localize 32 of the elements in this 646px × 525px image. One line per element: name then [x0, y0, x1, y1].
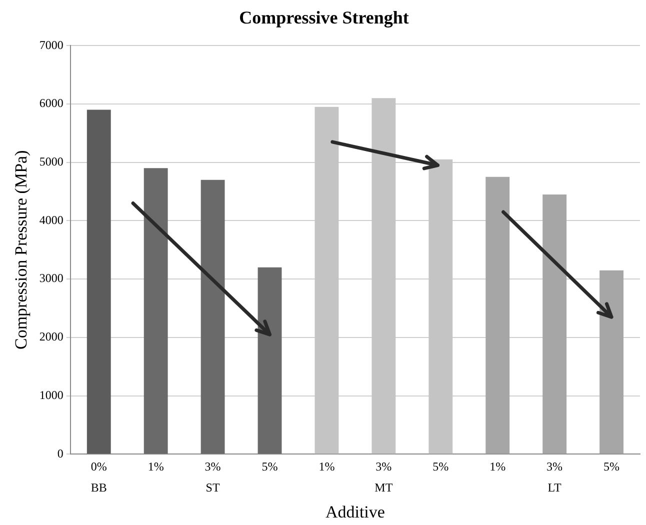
bar — [258, 267, 282, 454]
y-tick-label: 0 — [57, 446, 64, 460]
x-tick-label: 3% — [546, 460, 563, 474]
y-tick-label: 2000 — [39, 330, 64, 344]
text: BB — [90, 480, 107, 494]
bar — [86, 110, 111, 454]
bar — [600, 270, 624, 454]
y-tick-label: 3000 — [39, 271, 64, 286]
x-tick-label: 5% — [432, 460, 449, 474]
y-tick-label: 5000 — [39, 154, 64, 168]
bar — [542, 194, 567, 454]
chart-title: Compressive Strenght — [239, 7, 409, 28]
x-tick-label: 1% — [490, 460, 506, 474]
x-tick-label: 5% — [604, 460, 620, 474]
x-tick-label: 5% — [262, 460, 278, 474]
text: MT — [374, 480, 394, 494]
y-tick-label: 4000 — [39, 212, 64, 227]
bar — [200, 180, 225, 454]
text: LT — [548, 480, 562, 494]
x-tick-label: 1% — [148, 460, 164, 474]
x-tick-label: 0% — [90, 460, 107, 474]
x-axis-title: Additive — [325, 502, 385, 522]
x-tick-label: 3% — [376, 460, 392, 474]
bar — [486, 176, 510, 454]
text: ST — [206, 480, 220, 494]
y-tick-label: 6000 — [39, 96, 64, 110]
bar — [144, 168, 168, 454]
y-axis-title: Compression Pressure (MPa) — [12, 150, 31, 350]
x-tick-label: 3% — [204, 460, 221, 474]
y-tick-label: 1000 — [39, 388, 64, 402]
y-tick-label: 7000 — [39, 38, 64, 52]
x-tick-label: 1% — [318, 460, 335, 474]
